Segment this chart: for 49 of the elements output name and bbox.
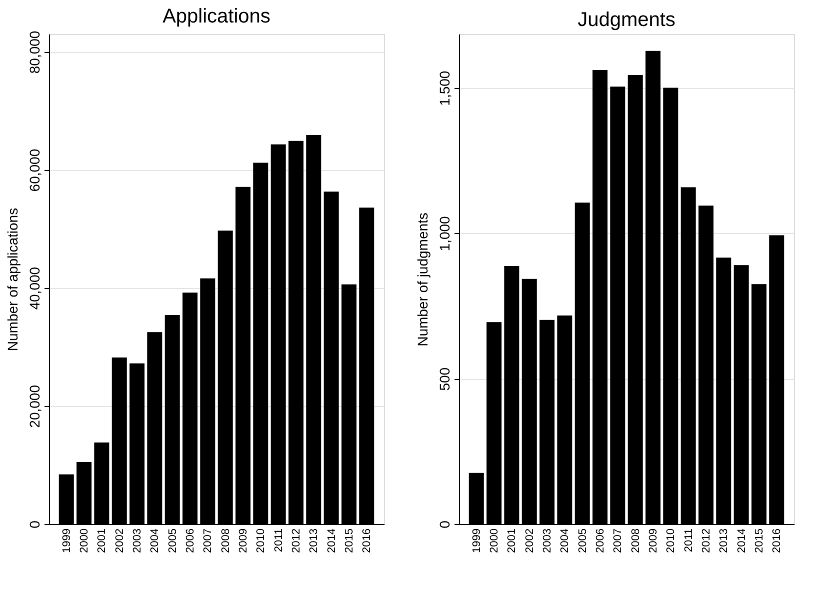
x-tick-label: 2006	[594, 528, 607, 553]
x-tick-label: 2007	[202, 528, 214, 553]
x-tick-label: 2002	[114, 528, 126, 553]
y-axis-title: Number of applications	[4, 208, 20, 352]
chart-title: Judgments	[578, 9, 676, 31]
y-tick-label: 500	[436, 367, 452, 391]
x-tick-label: 2015	[343, 528, 356, 553]
y-tick-label: 20,000	[26, 384, 42, 428]
x-tick-label: 2015	[753, 528, 766, 553]
x-tick-label: 2010	[665, 528, 678, 553]
x-tick-label: 2016	[361, 528, 374, 553]
x-tick-label: 2011	[682, 528, 695, 552]
x-tick-label: 2008	[630, 528, 642, 553]
x-tick-label: 2003	[542, 528, 554, 553]
x-tick-label: 2005	[166, 528, 179, 553]
y-tick-label: 0	[26, 520, 42, 528]
x-tick-label: 2001	[96, 528, 108, 553]
y-tick-label: 40,000	[26, 266, 42, 310]
x-tick-label: 1999	[60, 528, 73, 553]
x-tick-label: 2009	[647, 528, 660, 553]
x-tick-label: 2014	[326, 528, 338, 553]
x-tick-label: 2012	[290, 528, 302, 553]
x-tick-label: 2003	[132, 528, 144, 553]
x-tick-label: 2009	[237, 528, 250, 553]
x-tick-label: 2010	[255, 528, 268, 553]
y-tick-label: 60,000	[26, 148, 42, 192]
x-tick-label: 2000	[78, 528, 91, 553]
x-tick-label: 2016	[771, 528, 784, 553]
x-tick-label: 2014	[736, 528, 748, 553]
chart-title: Applications	[162, 5, 270, 28]
x-tick-label: 2005	[576, 528, 589, 553]
x-tick-label: 2002	[524, 528, 536, 553]
y-tick-label: 80,000	[26, 30, 42, 74]
y-tick-label: 1,500	[436, 70, 452, 106]
x-tick-label: 2013	[308, 528, 320, 553]
x-tick-label: 2013	[718, 528, 730, 553]
x-tick-label: 2012	[700, 528, 712, 553]
x-tick-label: 2001	[506, 528, 518, 553]
x-tick-label: 2008	[220, 528, 232, 553]
x-tick-label: 2000	[488, 528, 501, 553]
x-tick-label: 2011	[272, 528, 285, 552]
x-tick-label: 2007	[612, 528, 624, 553]
x-tick-label: 2004	[559, 528, 572, 553]
y-axis-title: Number of judgments	[414, 212, 430, 346]
x-tick-label: 2006	[184, 528, 197, 553]
x-tick-label: 1999	[470, 528, 483, 553]
x-tick-label: 2004	[149, 528, 162, 553]
y-tick-label: 0	[436, 520, 452, 528]
y-tick-label: 1,000	[436, 216, 452, 252]
